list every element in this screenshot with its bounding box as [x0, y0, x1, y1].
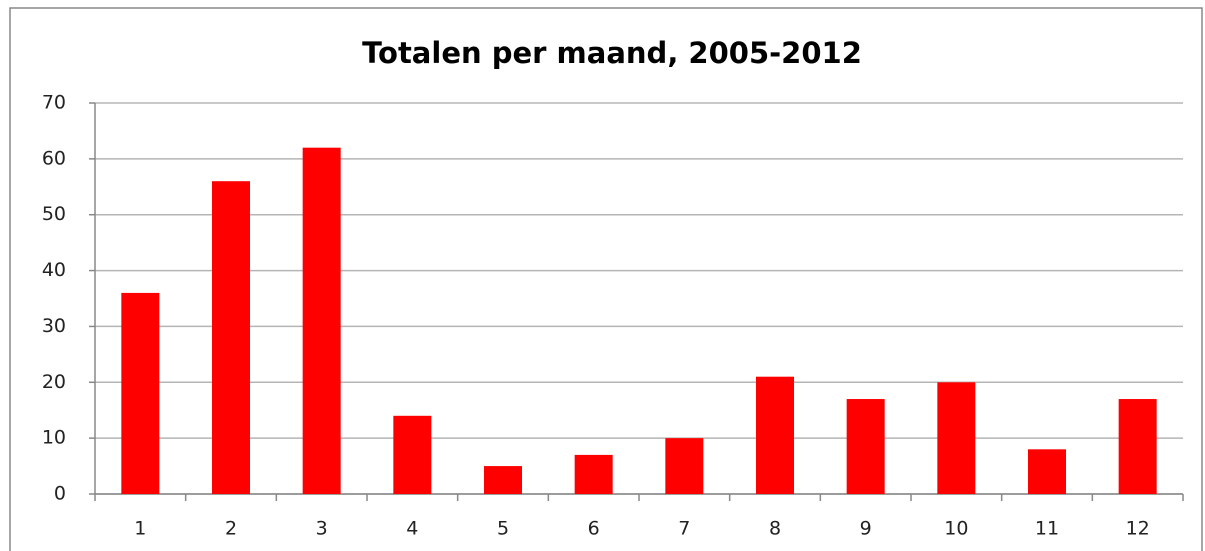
x-tick-label: 9 [860, 518, 872, 540]
bar [756, 376, 794, 494]
x-tick-label: 3 [316, 518, 328, 540]
y-tick-label: 60 [42, 147, 66, 169]
bar [846, 399, 885, 494]
y-tick-label: 70 [42, 92, 66, 114]
x-tick-label: 6 [588, 518, 600, 540]
x-tick-label: 2 [225, 518, 237, 540]
x-tick-label: 8 [769, 518, 781, 540]
y-tick-label: 10 [42, 427, 66, 449]
y-tick-label: 30 [42, 315, 66, 337]
x-tick-label: 10 [944, 518, 968, 540]
bar [574, 454, 613, 494]
bar [937, 382, 976, 494]
bar [484, 466, 522, 494]
bar [121, 292, 160, 494]
y-tick-label: 20 [42, 371, 66, 393]
bar [1118, 399, 1157, 494]
y-tick-label: 50 [42, 203, 66, 225]
x-tick-label: 7 [678, 518, 690, 540]
bar [1028, 449, 1066, 494]
bar [212, 181, 250, 494]
x-tick-label: 4 [406, 518, 418, 540]
bar [302, 147, 341, 494]
y-tick-label: 40 [42, 259, 66, 281]
bar [665, 438, 704, 494]
x-tick-label: 12 [1126, 518, 1150, 540]
y-tick-label: 0 [54, 483, 66, 505]
x-tick-label: 1 [134, 518, 146, 540]
x-tick-label: 5 [497, 518, 509, 540]
x-tick-label: 11 [1035, 518, 1059, 540]
chart-title: Totalen per maand, 2005-2012 [362, 36, 862, 70]
bar [393, 415, 432, 494]
